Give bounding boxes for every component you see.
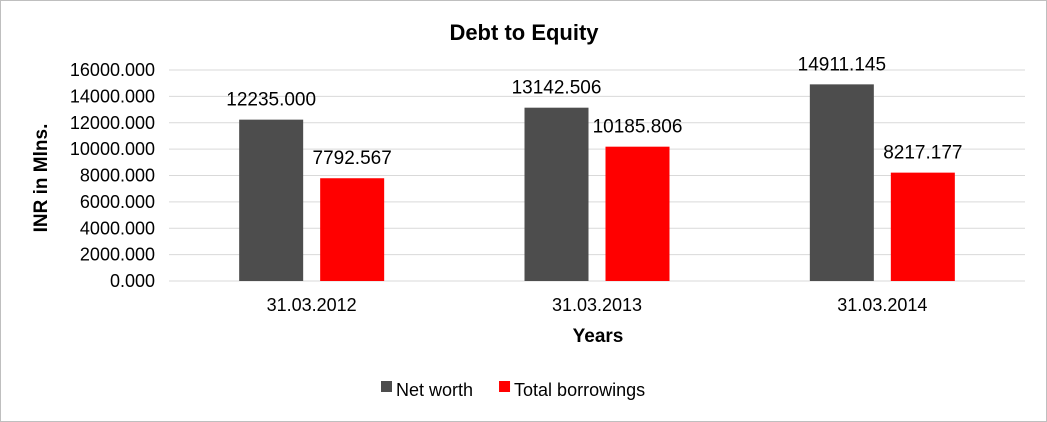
x-axis-ticks: 31.03.2012 31.03.2013 31.03.2014	[267, 295, 928, 315]
x-tick-label: 31.03.2014	[837, 295, 927, 315]
y-axis-title: INR in Mlns.	[31, 124, 52, 233]
x-axis-title: Years	[573, 326, 624, 347]
bar	[320, 178, 385, 281]
data-label: 7792.567	[313, 148, 392, 169]
data-label: 8217.177	[883, 143, 962, 164]
data-label: 13142.506	[512, 78, 602, 99]
data-labels: 12235.000 7792.567 13142.506 10185.806 14911…	[226, 54, 962, 169]
legend-swatch	[381, 381, 392, 392]
y-tick-label: 4000.000	[80, 218, 155, 238]
x-tick-label: 31.03.2012	[267, 295, 357, 315]
y-tick-label: 16000.000	[70, 60, 155, 80]
y-tick-label: 10000.000	[70, 139, 155, 159]
y-tick-label: 12000.000	[70, 113, 155, 133]
legend-label: Net worth	[396, 380, 473, 400]
y-tick-label: 0.000	[110, 271, 155, 291]
y-axis-ticks: 0.000 2000.000 4000.000 6000.000 8000.000 100…	[70, 60, 155, 291]
legend-label: Total borrowings	[514, 380, 645, 400]
y-tick-label: 8000.000	[80, 166, 155, 186]
data-label: 14911.145	[798, 54, 886, 75]
y-tick-label: 6000.000	[80, 192, 155, 212]
gridlines	[169, 69, 1025, 282]
chart-title: Debt to Equity	[449, 20, 599, 45]
bar	[239, 119, 304, 281]
data-label: 12235.000	[226, 90, 316, 111]
bar	[890, 172, 955, 281]
bar	[524, 107, 589, 282]
y-tick-label: 2000.000	[80, 245, 155, 265]
data-label: 10185.806	[593, 117, 683, 138]
y-tick-label: 14000.000	[70, 86, 155, 106]
legend-swatch	[499, 381, 511, 392]
bars	[239, 84, 955, 282]
legend: Net worth Total borrowings	[381, 380, 645, 400]
bar	[809, 84, 874, 281]
x-tick-label: 31.03.2013	[552, 295, 642, 315]
bar	[605, 146, 670, 281]
